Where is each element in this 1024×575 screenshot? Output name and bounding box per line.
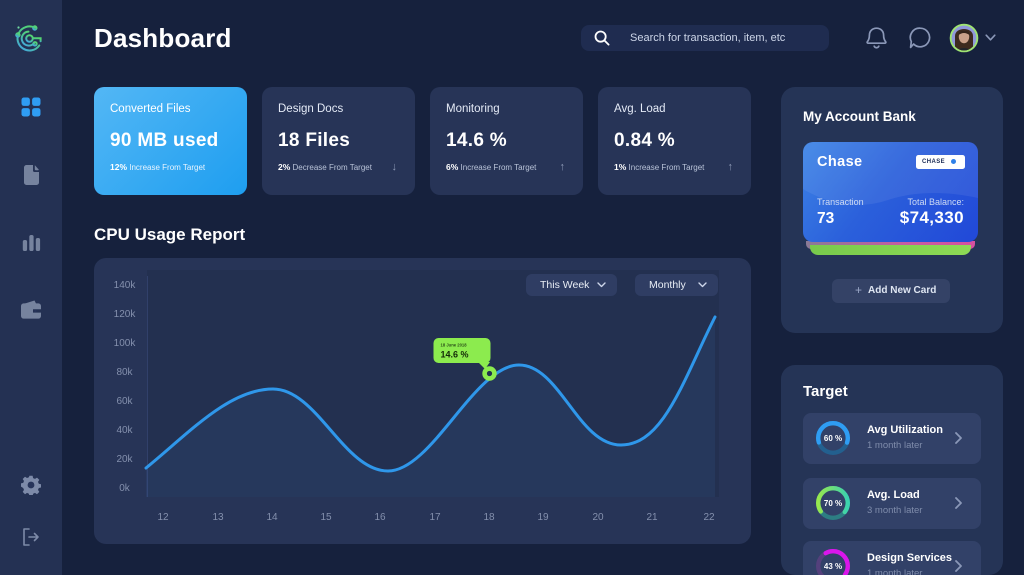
svg-text:43 %: 43 % xyxy=(824,562,842,571)
svg-text:70 %: 70 % xyxy=(824,499,842,508)
svg-text:14.6 %: 14.6 % xyxy=(441,350,469,360)
svg-text:60 %: 60 % xyxy=(824,434,842,443)
svg-text:18 June 2018: 18 June 2018 xyxy=(441,343,468,348)
